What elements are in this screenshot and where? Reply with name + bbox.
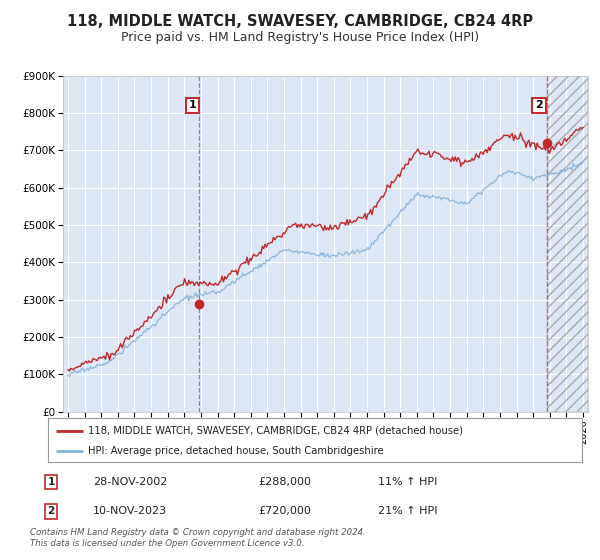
- Text: This data is licensed under the Open Government Licence v3.0.: This data is licensed under the Open Gov…: [30, 539, 305, 548]
- Text: 118, MIDDLE WATCH, SWAVESEY, CAMBRIDGE, CB24 4RP (detached house): 118, MIDDLE WATCH, SWAVESEY, CAMBRIDGE, …: [88, 426, 463, 436]
- Text: 21% ↑ HPI: 21% ↑ HPI: [378, 506, 437, 516]
- Text: 2: 2: [47, 506, 55, 516]
- Text: 1: 1: [189, 100, 196, 110]
- Text: £720,000: £720,000: [258, 506, 311, 516]
- Text: 10-NOV-2023: 10-NOV-2023: [93, 506, 167, 516]
- Text: 1: 1: [47, 477, 55, 487]
- Text: £288,000: £288,000: [258, 477, 311, 487]
- Text: 2: 2: [535, 100, 543, 110]
- Text: Price paid vs. HM Land Registry's House Price Index (HPI): Price paid vs. HM Land Registry's House …: [121, 31, 479, 44]
- Text: 118, MIDDLE WATCH, SWAVESEY, CAMBRIDGE, CB24 4RP: 118, MIDDLE WATCH, SWAVESEY, CAMBRIDGE, …: [67, 14, 533, 29]
- Text: HPI: Average price, detached house, South Cambridgeshire: HPI: Average price, detached house, Sout…: [88, 446, 383, 456]
- Text: 28-NOV-2002: 28-NOV-2002: [93, 477, 167, 487]
- Text: 11% ↑ HPI: 11% ↑ HPI: [378, 477, 437, 487]
- Text: Contains HM Land Registry data © Crown copyright and database right 2024.: Contains HM Land Registry data © Crown c…: [30, 528, 366, 536]
